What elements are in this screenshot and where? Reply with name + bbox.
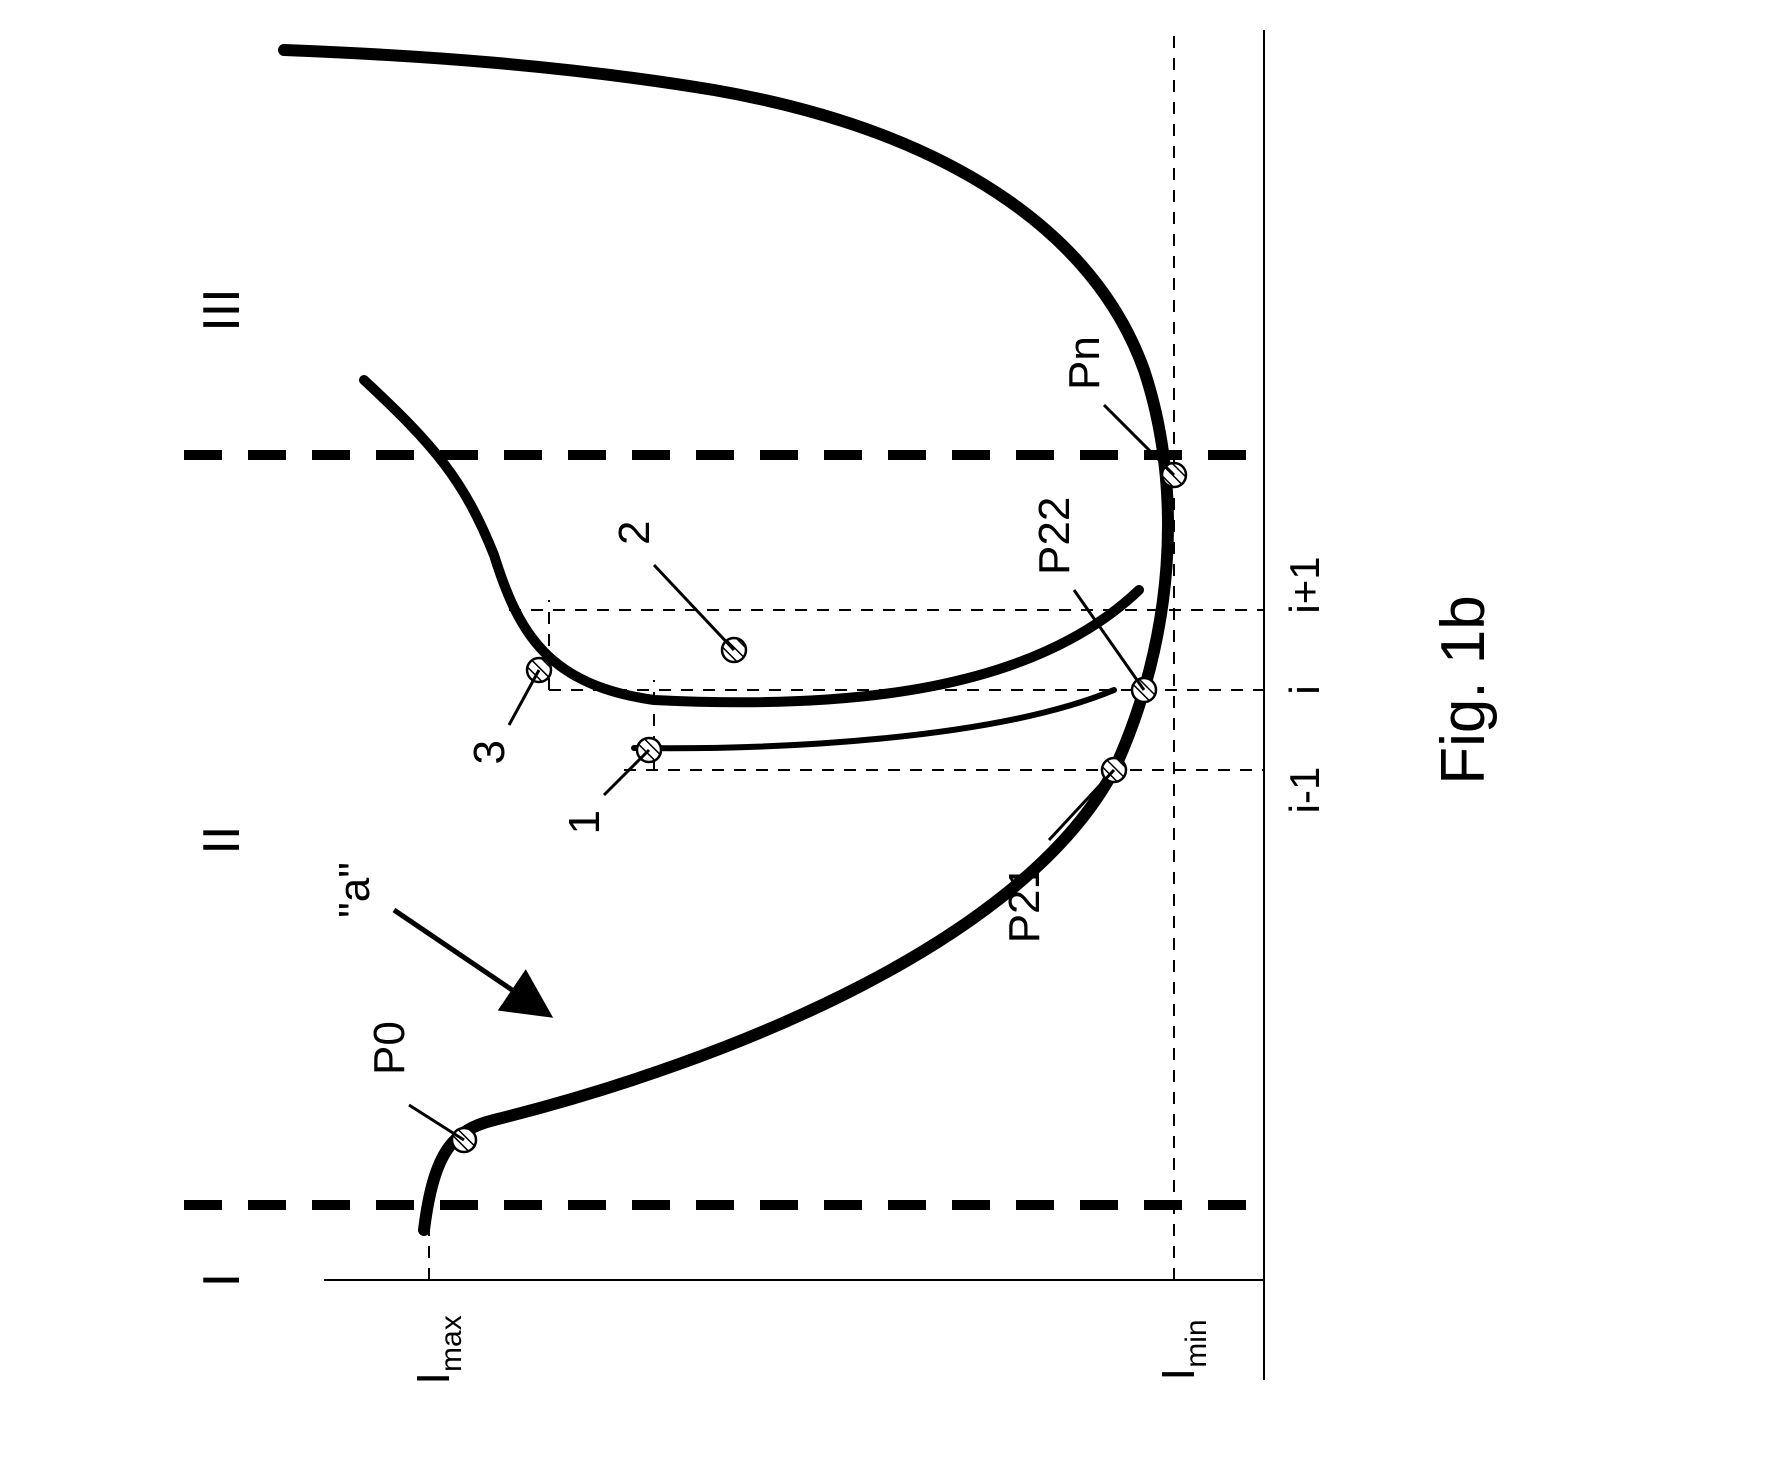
- lead-3: [509, 670, 539, 725]
- imin-label: Imin: [1152, 1319, 1213, 1380]
- region-label-2: II: [193, 826, 251, 855]
- figure-svg: I II III Imax Imin "a": [0, 0, 1768, 1460]
- lead-1: [604, 750, 649, 795]
- imax-label: Imax: [407, 1315, 468, 1384]
- label-3: 3: [465, 740, 514, 764]
- label-2: 2: [610, 521, 659, 545]
- region-label-1: I: [193, 1273, 251, 1287]
- arrow-a: [394, 910, 549, 1015]
- lead-p21: [1049, 770, 1114, 840]
- x-index-i: i: [1281, 685, 1328, 694]
- lead-2: [654, 565, 734, 650]
- figure-caption: Fig. 1b: [1429, 595, 1498, 785]
- curve-upper: [364, 380, 1139, 702]
- plot: I II III Imax Imin "a": [184, 30, 1498, 1385]
- lead-p0: [409, 1105, 464, 1140]
- arrow-a-label: "a": [330, 862, 379, 918]
- region-label-3: III: [193, 288, 251, 331]
- label-p0: P0: [365, 1021, 414, 1075]
- x-index-im1: i-1: [1281, 767, 1328, 814]
- label-1: 1: [560, 810, 609, 834]
- lead-p22: [1074, 590, 1144, 690]
- x-index-ip1: i+1: [1281, 556, 1328, 613]
- label-p21: P21: [1000, 865, 1049, 943]
- label-pn: Pn: [1060, 336, 1109, 390]
- label-p22: P22: [1030, 497, 1079, 575]
